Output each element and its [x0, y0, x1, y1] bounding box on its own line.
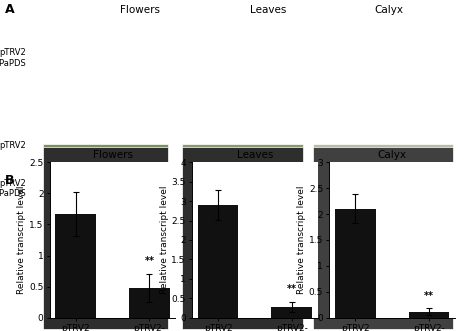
Text: pTRV2
-PaPDS: pTRV2 -PaPDS: [0, 179, 26, 198]
Text: **: **: [424, 291, 434, 301]
FancyBboxPatch shape: [313, 144, 453, 156]
Title: Leaves: Leaves: [237, 150, 273, 160]
Bar: [409, 311, 449, 318]
FancyBboxPatch shape: [43, 147, 168, 329]
FancyBboxPatch shape: [313, 147, 453, 329]
Y-axis label: Relative transcript level: Relative transcript level: [297, 186, 306, 294]
Text: Calyx: Calyx: [374, 5, 403, 15]
Bar: [55, 214, 96, 318]
Text: Leaves: Leaves: [250, 5, 286, 15]
Text: A: A: [5, 3, 14, 16]
FancyBboxPatch shape: [182, 144, 303, 156]
Bar: [129, 288, 170, 318]
Text: Flowers: Flowers: [120, 5, 160, 15]
Text: pTRV2
-PaPDS: pTRV2 -PaPDS: [0, 48, 26, 68]
Title: Calyx: Calyx: [378, 150, 407, 160]
FancyBboxPatch shape: [182, 147, 303, 329]
Title: Flowers: Flowers: [92, 150, 133, 160]
Bar: [271, 307, 312, 318]
Text: **: **: [287, 284, 297, 295]
Bar: [335, 209, 376, 318]
Text: pTRV2: pTRV2: [0, 141, 26, 150]
Bar: [198, 205, 238, 318]
Text: B: B: [5, 174, 14, 187]
Y-axis label: Relative transcript level: Relative transcript level: [160, 186, 169, 294]
FancyBboxPatch shape: [43, 144, 168, 156]
Text: **: **: [145, 257, 155, 266]
Y-axis label: Relative transcript level: Relative transcript level: [18, 186, 27, 294]
